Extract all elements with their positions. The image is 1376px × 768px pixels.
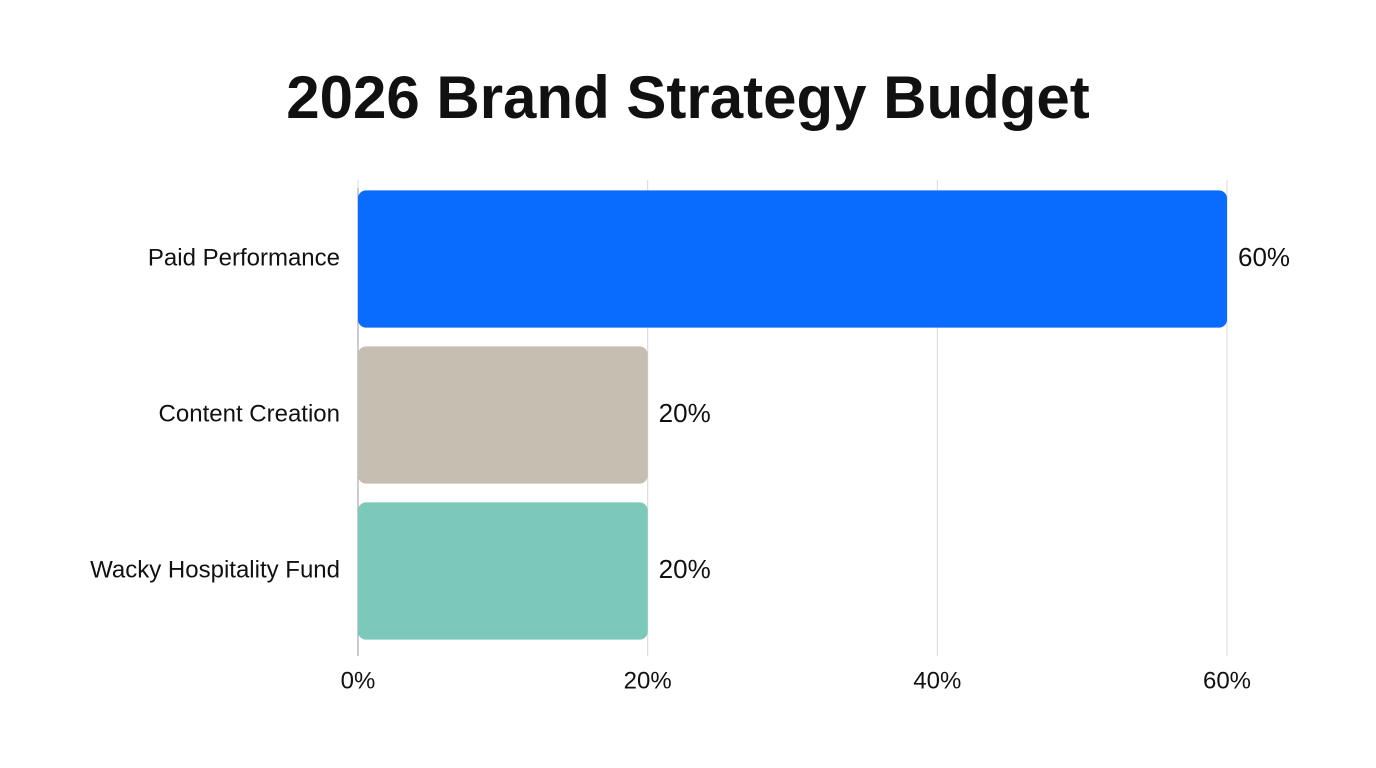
value-label: 60% bbox=[1238, 242, 1290, 272]
y-tick-label: Content Creation bbox=[159, 400, 340, 427]
y-tick-label: Wacky Hospitality Fund bbox=[90, 556, 340, 583]
x-tick-label: 0% bbox=[341, 667, 376, 694]
x-tick-label: 20% bbox=[624, 667, 672, 694]
y-tick-label: Paid Performance bbox=[148, 244, 340, 271]
x-tick-label: 60% bbox=[1203, 667, 1251, 694]
bar bbox=[358, 190, 1227, 328]
x-tick-label: 40% bbox=[913, 667, 961, 694]
value-label: 20% bbox=[659, 554, 711, 584]
bar bbox=[358, 502, 648, 640]
bar bbox=[358, 346, 648, 484]
value-label: 20% bbox=[659, 398, 711, 428]
chart-title: 2026 Brand Strategy Budget bbox=[286, 64, 1090, 131]
